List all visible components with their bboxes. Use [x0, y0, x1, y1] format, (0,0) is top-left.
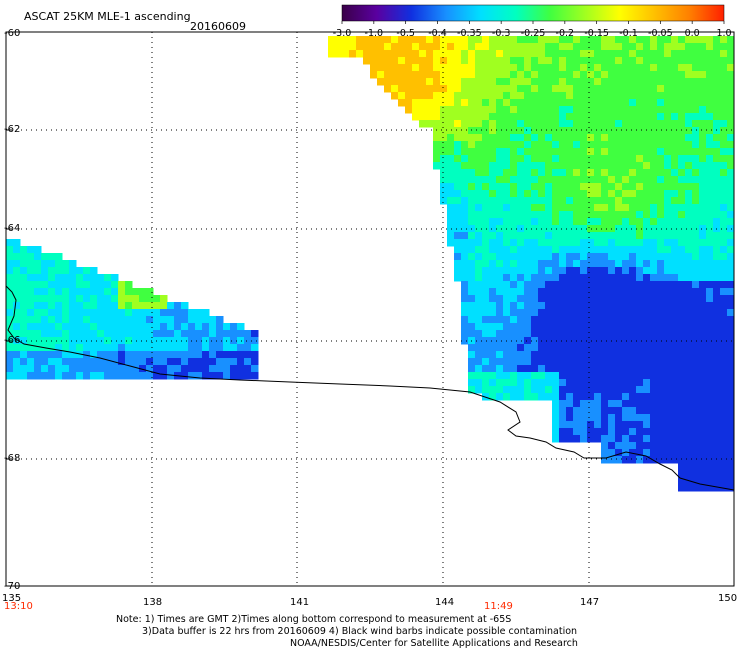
colorbar-tick-label: -0.05 — [648, 28, 673, 39]
colorbar-gradient — [341, 4, 725, 22]
colorbar-tick-label: -0.3 — [492, 28, 511, 39]
lon-label-138: 138 — [143, 597, 163, 608]
colorbar-tick-label: -0.1 — [619, 28, 638, 39]
colorbar-tick-label: -0.35 — [457, 28, 482, 39]
lon-label-135: 135 — [2, 593, 22, 604]
time-label-mid: 11:49 — [484, 601, 513, 612]
note-line-3: NOAA/NESDIS/Center for Satellite Applica… — [290, 638, 578, 649]
map-title: ASCAT 25KM MLE-1 ascending — [24, 10, 191, 23]
scatterometer-data-layer — [6, 36, 735, 492]
lat-label-70: -70 — [4, 581, 21, 592]
plot-frame — [5, 31, 735, 587]
lon-label-150: 150 — [718, 593, 738, 604]
colorbar: -3.0 -1.0 -0.5 -0.4 -0.35 -0.3 -0.25 -0.2 -0.15-… — [333, 4, 732, 39]
colorbar-tick-label: -0.2 — [556, 28, 575, 39]
note-line-1: Note: 1) Times are GMT 2)Times along bot… — [116, 614, 512, 625]
colorbar-tick-label: -0.25 — [521, 28, 546, 39]
lat-label-66: -66 — [4, 335, 21, 346]
coastline — [5, 285, 735, 491]
colorbar-tick-label: -1.0 — [365, 28, 384, 39]
note-line-2: 3)Data buffer is 22 hrs from 20160609 4)… — [142, 626, 578, 637]
lon-label-144: 144 — [435, 597, 455, 608]
lat-label-62: -62 — [4, 124, 21, 135]
lat-label-68: -68 — [4, 453, 21, 464]
lon-label-147: 147 — [580, 597, 600, 608]
time-label-left: 13:10 — [4, 601, 33, 612]
lat-label-64: -64 — [4, 223, 21, 234]
colorbar-tick-label: 1.0 — [716, 28, 731, 39]
colorbar-tick-label: -3.0 — [333, 28, 352, 39]
lon-label-141: 141 — [290, 597, 310, 608]
colorbar-tick-label: 0.0 — [685, 28, 700, 39]
map-date: 20160609 — [190, 20, 246, 33]
colorbar-tick-label: -0.4 — [428, 28, 447, 39]
lat-label-60: -60 — [4, 28, 21, 39]
colorbar-tick-label: -0.15 — [584, 28, 609, 39]
colorbar-tick-label: -0.5 — [396, 28, 415, 39]
